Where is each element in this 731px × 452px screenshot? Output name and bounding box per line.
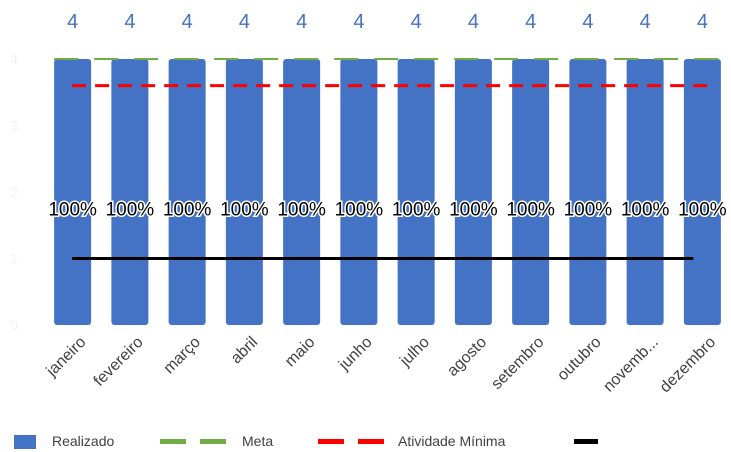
top-value-label: 4 xyxy=(296,11,307,33)
bar-2 xyxy=(111,59,149,325)
percent-label: 100% xyxy=(48,199,97,220)
top-value-label: 4 xyxy=(468,11,479,33)
category-label: março xyxy=(160,334,204,378)
legend: Realizado Meta Atividade Mínima xyxy=(0,430,731,452)
percent-label: 100% xyxy=(163,199,212,220)
top-value-label: 4 xyxy=(353,11,364,33)
legend-label-atividade-minima: Atividade Mínima xyxy=(398,433,506,449)
y-tick-label: 1 xyxy=(10,251,18,267)
percent-label: 100% xyxy=(564,199,613,220)
top-value-label: 4 xyxy=(124,11,135,33)
top-value-label: 4 xyxy=(525,11,536,33)
category-label: fevereiro xyxy=(91,334,147,390)
category-label: setembro xyxy=(488,334,547,393)
bar-11 xyxy=(626,59,664,325)
percent-label: 100% xyxy=(277,199,326,220)
bars-realizado xyxy=(54,59,721,325)
legend-label-meta: Meta xyxy=(242,433,274,449)
legend-swatch-meta-1 xyxy=(160,439,186,444)
percent-label: 100% xyxy=(621,199,670,220)
category-label: junho xyxy=(335,334,375,374)
legend-swatch-realizado xyxy=(14,435,36,449)
percent-label: 100% xyxy=(449,199,498,220)
bar-10 xyxy=(569,59,607,325)
category-label: novemb... xyxy=(600,334,662,396)
top-value-label: 4 xyxy=(640,11,651,33)
percent-label: 100% xyxy=(220,199,269,220)
top-value-label: 4 xyxy=(182,11,193,33)
top-value-label: 4 xyxy=(697,11,708,33)
legend-swatch-black-line xyxy=(574,439,598,444)
percent-label: 100% xyxy=(106,199,155,220)
legend-swatch-atividade-1 xyxy=(318,439,344,444)
legend-label-realizado: Realizado xyxy=(52,433,115,449)
top-value-label: 4 xyxy=(411,11,422,33)
bar-9 xyxy=(512,59,550,325)
series-lines xyxy=(54,58,721,260)
top-value-label: 4 xyxy=(67,11,78,33)
bar-4 xyxy=(225,59,263,325)
bar-7 xyxy=(397,59,435,325)
percent-label: 100% xyxy=(678,199,727,220)
y-tick-label: 3 xyxy=(10,118,18,134)
y-tick-label: 4 xyxy=(10,51,18,67)
bar-3 xyxy=(168,59,206,325)
y-tick-label: 2 xyxy=(10,184,18,200)
bar-5 xyxy=(283,59,321,325)
category-label: dezembro xyxy=(657,334,719,396)
category-labels: janeiro fevereiro março abril maio junho julho… xyxy=(43,334,720,396)
bar-6 xyxy=(340,59,378,325)
y-tick-label: 0 xyxy=(10,317,18,333)
top-value-label: 4 xyxy=(582,11,593,33)
y-axis-ticks: 0 1 2 3 4 xyxy=(10,51,18,333)
legend-swatch-meta-2 xyxy=(200,439,226,444)
category-label: abril xyxy=(228,334,261,367)
category-label: agosto xyxy=(444,334,490,380)
percent-label: 100% xyxy=(506,199,555,220)
category-label: julho xyxy=(396,334,433,371)
category-label: maio xyxy=(282,334,319,371)
category-label: janeiro xyxy=(43,334,90,381)
value-labels-top: 4 4 4 4 4 4 4 4 4 4 4 4 xyxy=(67,11,708,33)
category-label: outubro xyxy=(554,334,604,384)
bar-12 xyxy=(683,59,721,325)
percent-labels: 100% 100% 100% 100% 100% 100% 100% 100% 100% 100%… xyxy=(47,198,728,222)
percent-label: 100% xyxy=(392,199,441,220)
bar-8 xyxy=(454,59,492,325)
percent-label: 100% xyxy=(335,199,384,220)
legend-swatch-atividade-2 xyxy=(358,439,384,444)
top-value-label: 4 xyxy=(239,11,250,33)
bar-1 xyxy=(54,59,92,325)
